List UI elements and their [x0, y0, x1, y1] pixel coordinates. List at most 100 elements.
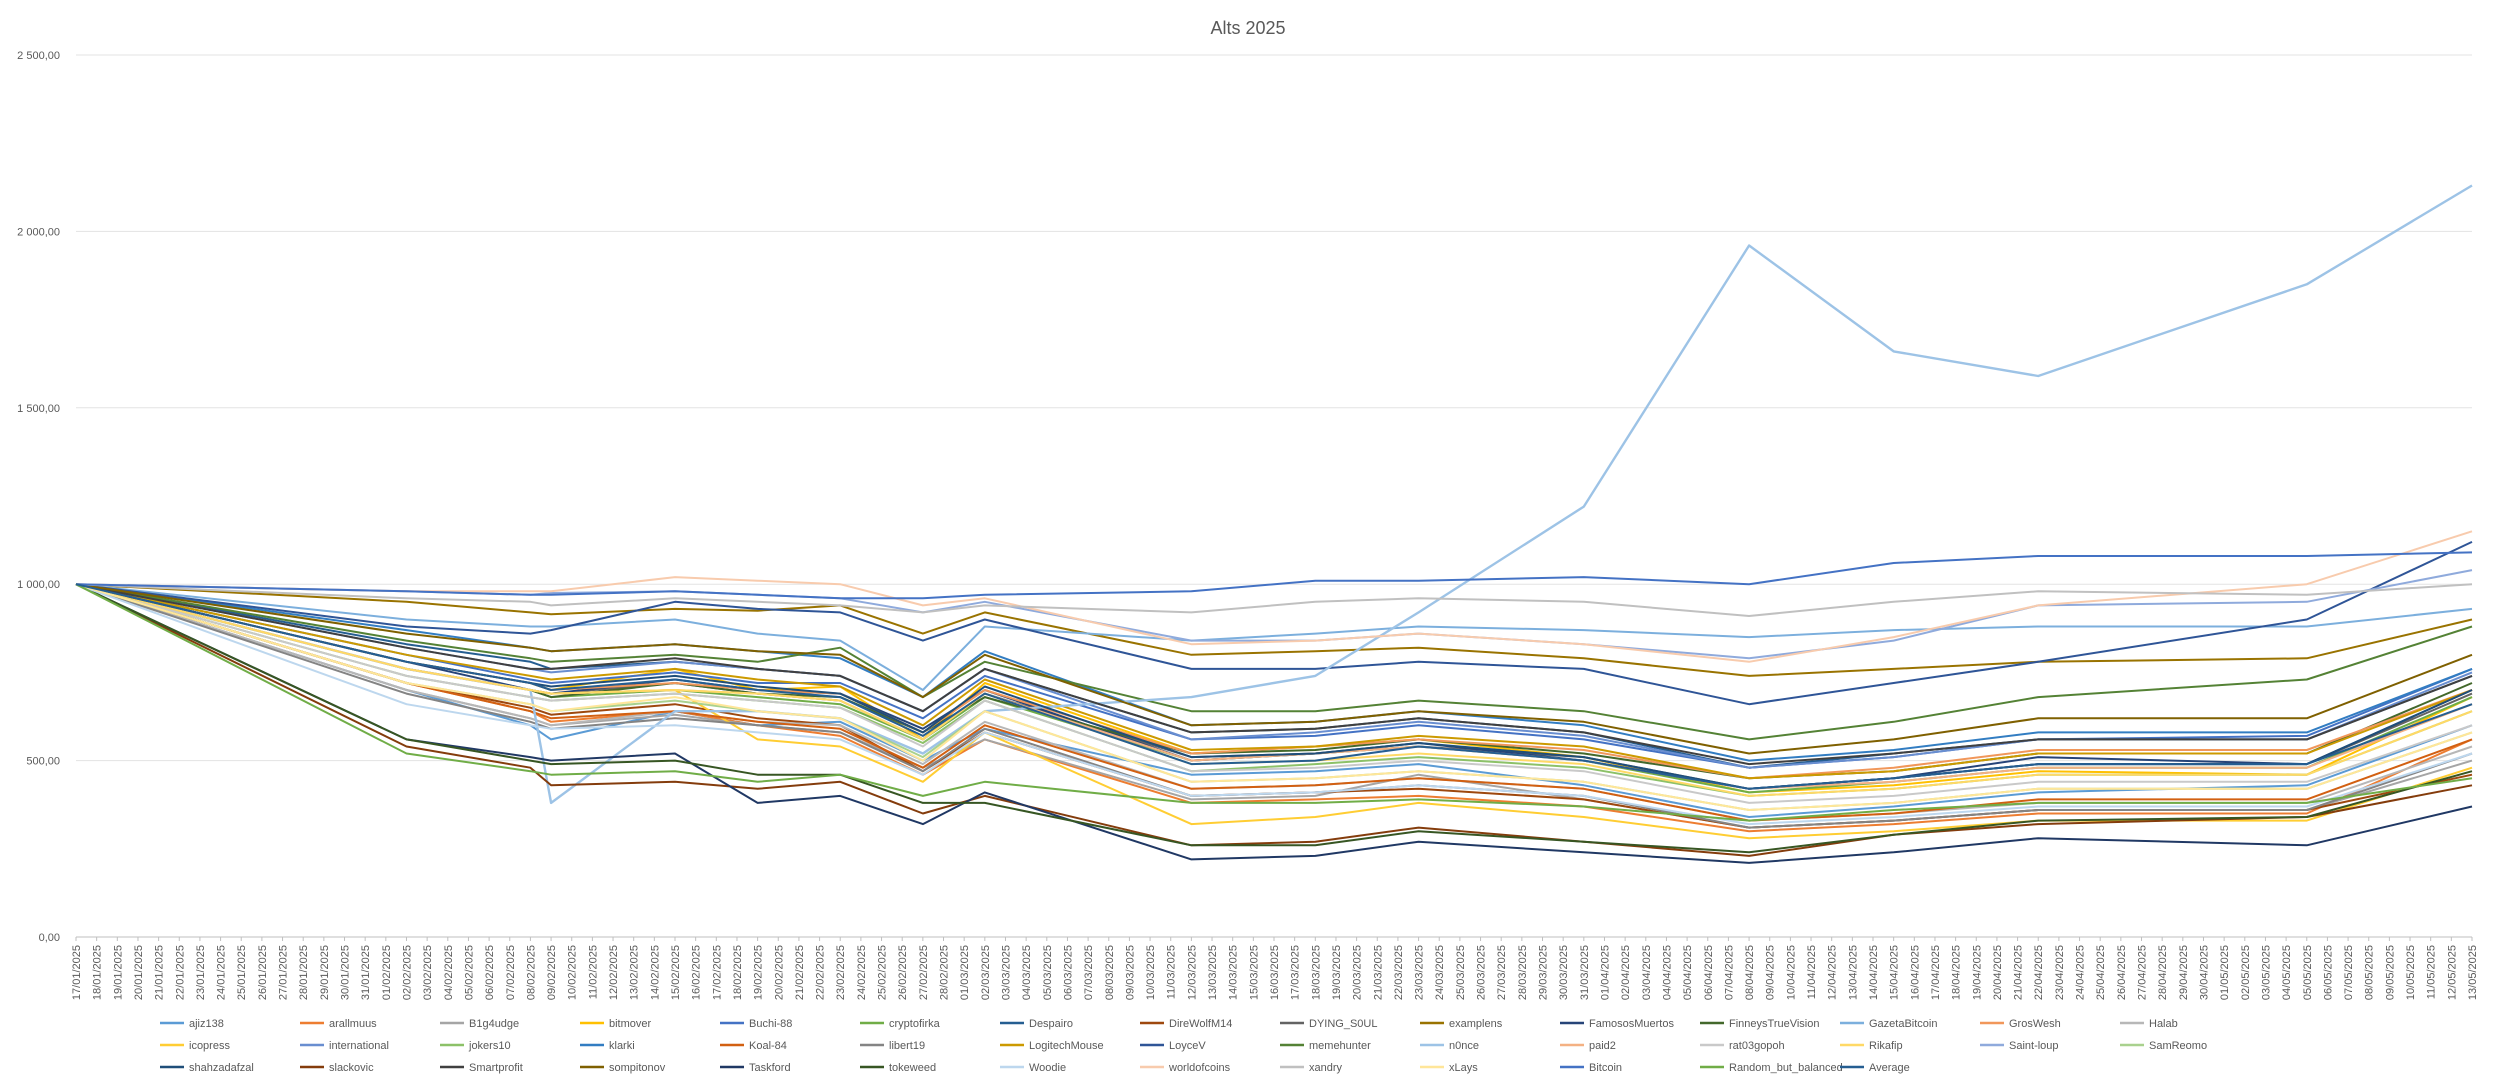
legend-label: LogitechMouse [1029, 1040, 1104, 1052]
legend-label: Average [1869, 1062, 1910, 1074]
legend-label: slackovic [329, 1062, 374, 1074]
legend-label: libert19 [889, 1040, 925, 1052]
series-line [75, 583, 2473, 741]
x-tick-label: 26/03/2025 [1476, 945, 1488, 1000]
x-tick-label: 30/04/2025 [2198, 945, 2210, 1000]
legend-label: bitmover [609, 1018, 652, 1030]
x-tick-label: 17/01/2025 [71, 945, 83, 1000]
x-tick-label: 21/02/2025 [794, 945, 806, 1000]
y-tick-label: 500,00 [26, 756, 60, 768]
x-tick-label: 06/05/2025 [2322, 945, 2334, 1000]
series-line [75, 583, 2473, 818]
x-tick-label: 07/05/2025 [2343, 945, 2355, 1000]
legend-label: cryptofirka [889, 1018, 941, 1030]
legend-label: international [329, 1040, 389, 1052]
series-line [75, 583, 2473, 755]
x-tick-label: 04/04/2025 [1661, 945, 1673, 1000]
x-tick-label: 25/04/2025 [2095, 945, 2107, 1000]
y-tick-label: 1 000,00 [17, 579, 60, 591]
x-tick-label: 18/04/2025 [1951, 945, 1963, 1000]
x-axis-ticks: 17/01/2025 18/01/2025 19/01/2025 20/01/2025… [71, 937, 2479, 1000]
x-tick-label: 13/05/2025 [2467, 945, 2479, 1000]
x-tick-label: 21/03/2025 [1372, 945, 1384, 1000]
x-tick-label: 07/04/2025 [1723, 945, 1735, 1000]
series-line [75, 583, 2473, 864]
series-line [75, 583, 2473, 691]
x-tick-label: 30/01/2025 [340, 945, 352, 1000]
series-line [75, 583, 2473, 857]
y-tick-label: 2 500,00 [17, 50, 60, 62]
x-tick-label: 13/02/2025 [629, 945, 641, 1000]
x-tick-label: 05/04/2025 [1682, 945, 1694, 1000]
legend-label: examplens [1449, 1018, 1503, 1030]
x-tick-label: 16/04/2025 [1909, 945, 1921, 1000]
x-tick-label: 05/03/2025 [1042, 945, 1054, 1000]
x-tick-label: 29/03/2025 [1538, 945, 1550, 1000]
legend-label: klarki [609, 1040, 635, 1052]
x-tick-label: 19/04/2025 [1971, 945, 1983, 1000]
x-tick-label: 02/02/2025 [401, 945, 413, 1000]
x-tick-label: 15/02/2025 [670, 945, 682, 1000]
series-line [75, 583, 2473, 822]
x-tick-label: 09/05/2025 [2384, 945, 2396, 1000]
x-tick-label: 22/03/2025 [1393, 945, 1405, 1000]
x-tick-label: 08/04/2025 [1744, 945, 1756, 1000]
x-tick-label: 02/04/2025 [1620, 945, 1632, 1000]
x-tick-label: 11/05/2025 [2426, 945, 2438, 999]
legend-label: DYING_S0UL [1309, 1018, 1377, 1030]
x-tick-label: 20/03/2025 [1352, 945, 1364, 1000]
legend-label: rat03gopoh [1729, 1040, 1785, 1052]
gridlines [76, 54, 2472, 938]
x-tick-label: 16/02/2025 [691, 945, 703, 1000]
legend-label: n0nce [1449, 1040, 1479, 1052]
series-line [75, 583, 2473, 811]
x-tick-label: 14/02/2025 [649, 945, 661, 1000]
x-tick-label: 24/01/2025 [216, 945, 228, 1000]
x-tick-label: 12/05/2025 [2446, 945, 2458, 1000]
legend-label: jokers10 [468, 1040, 511, 1052]
x-tick-label: 18/03/2025 [1310, 945, 1322, 1000]
legend-label: FamososMuertos [1589, 1018, 1674, 1030]
x-tick-label: 19/01/2025 [112, 945, 124, 1000]
x-tick-label: 20/02/2025 [773, 945, 785, 1000]
x-tick-label: 18/02/2025 [732, 945, 744, 1000]
x-tick-label: 03/03/2025 [1000, 945, 1012, 1000]
x-tick-label: 10/04/2025 [1785, 945, 1797, 1000]
x-tick-label: 02/03/2025 [980, 945, 992, 1000]
legend-label: ajiz138 [189, 1018, 224, 1030]
x-tick-label: 06/03/2025 [1062, 945, 1074, 1000]
series-line [75, 530, 2473, 663]
series-line [75, 540, 2473, 706]
series-line [75, 583, 2473, 766]
x-tick-label: 04/02/2025 [443, 945, 455, 1000]
legend-label: sompitonov [609, 1062, 666, 1074]
x-tick-label: 27/03/2025 [1496, 945, 1508, 1000]
x-tick-label: 09/03/2025 [1124, 945, 1136, 1000]
x-tick-label: 11/03/2025 [1166, 945, 1178, 999]
x-tick-label: 08/02/2025 [525, 945, 537, 1000]
legend-label: DireWolfM14 [1169, 1018, 1232, 1030]
x-tick-label: 27/04/2025 [2137, 945, 2149, 1000]
x-tick-label: 18/01/2025 [92, 945, 104, 1000]
x-tick-label: 27/01/2025 [278, 945, 290, 1000]
x-tick-label: 28/01/2025 [298, 945, 310, 1000]
series-line [75, 583, 2473, 780]
x-tick-label: 10/05/2025 [2405, 945, 2417, 1000]
x-tick-label: 26/01/2025 [257, 945, 269, 1000]
x-tick-label: 21/04/2025 [2013, 945, 2025, 1000]
x-tick-label: 28/02/2025 [939, 945, 951, 1000]
x-tick-label: 28/04/2025 [2157, 945, 2169, 1000]
x-tick-label: 15/04/2025 [1889, 945, 1901, 1000]
y-axis-ticks: 0,00 500,00 1 000,00 1 500,00 2 000,00 2 500,… [17, 50, 60, 944]
x-tick-label: 13/03/2025 [1207, 945, 1219, 1000]
x-tick-label: 23/01/2025 [195, 945, 207, 1000]
legend-label: Random_but_balanced [1729, 1062, 1843, 1074]
legend-label: Saint-loup [2009, 1040, 2059, 1052]
x-tick-label: 03/02/2025 [422, 945, 434, 1000]
legend-label: xLays [1449, 1062, 1478, 1074]
x-tick-label: 01/03/2025 [959, 945, 971, 1000]
y-tick-label: 0,00 [39, 932, 60, 944]
legend-label: shahzadafzal [189, 1062, 254, 1074]
